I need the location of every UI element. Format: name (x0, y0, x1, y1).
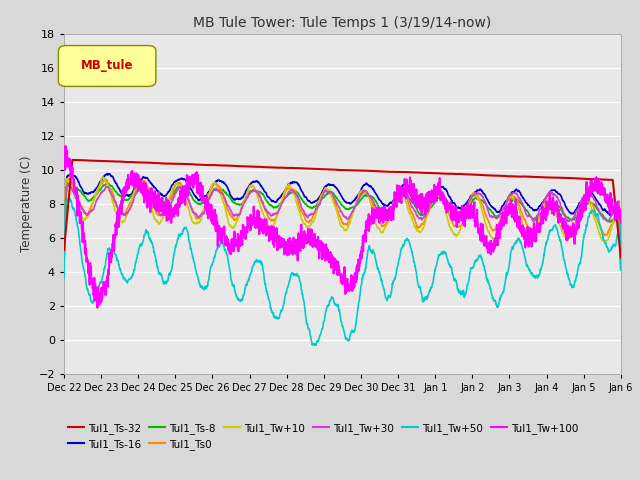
Text: MB_tule: MB_tule (81, 60, 133, 72)
Y-axis label: Temperature (C): Temperature (C) (20, 156, 33, 252)
FancyBboxPatch shape (58, 46, 156, 86)
Title: MB Tule Tower: Tule Temps 1 (3/19/14-now): MB Tule Tower: Tule Temps 1 (3/19/14-now… (193, 16, 492, 30)
Legend: Tul1_Ts-32, Tul1_Ts-16, Tul1_Ts-8, Tul1_Ts0, Tul1_Tw+10, Tul1_Tw+30, Tul1_Tw+50,: Tul1_Ts-32, Tul1_Ts-16, Tul1_Ts-8, Tul1_… (64, 419, 582, 454)
